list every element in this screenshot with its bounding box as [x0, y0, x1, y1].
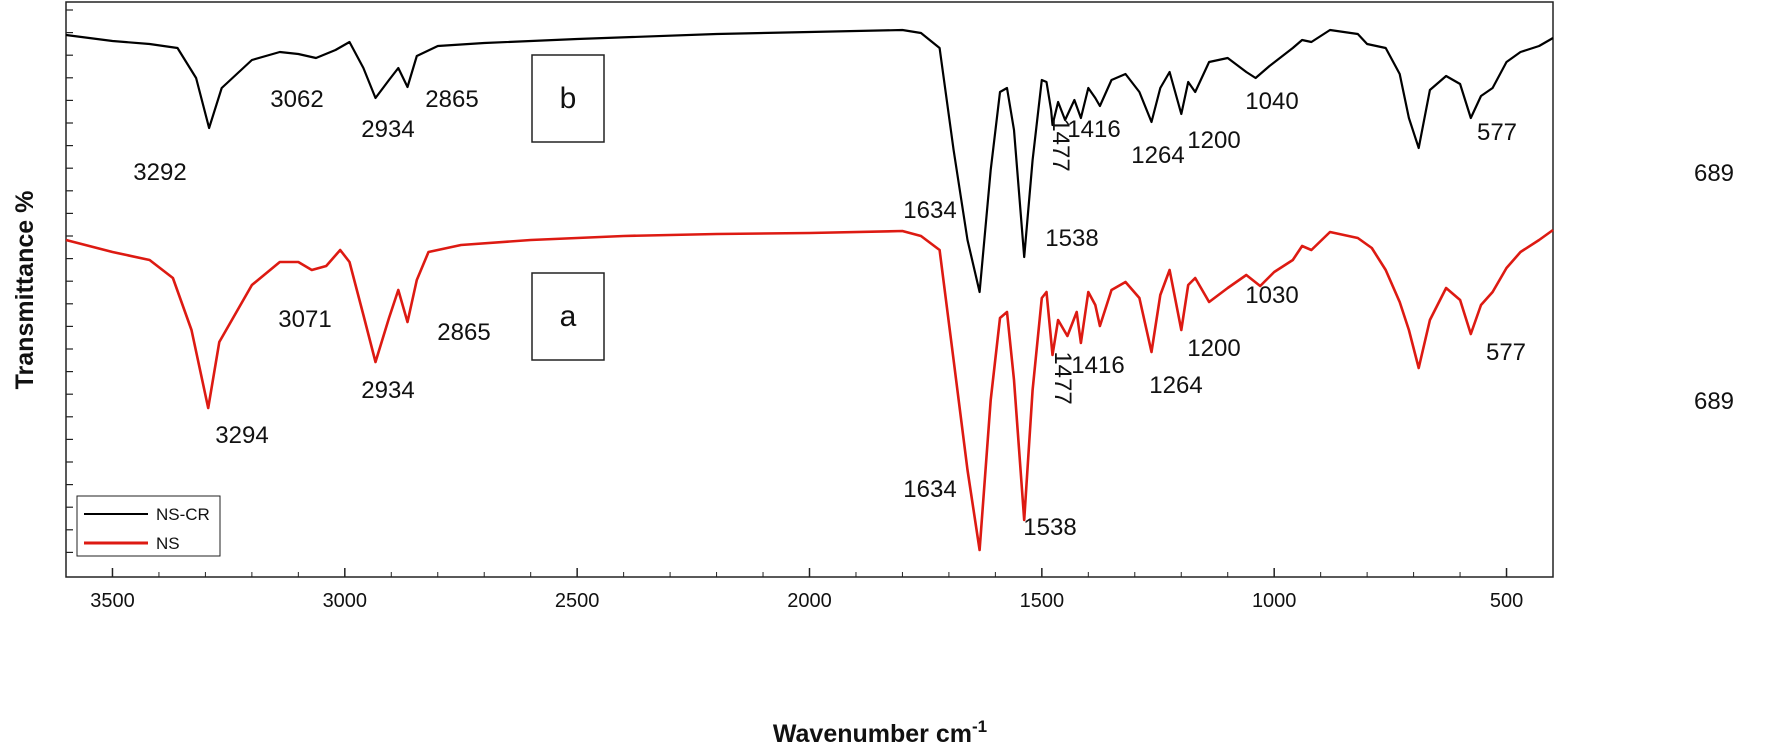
peak-label-ns-cr-1416: 1416: [1067, 116, 1120, 143]
x-axis-ticks: 3500 3000 2500 2000 1500 1000 500: [65, 568, 1554, 612]
y-axis-title: Transmittance %: [11, 191, 39, 390]
peak-label-ns-cr-2865: 2865: [425, 86, 478, 113]
peak-label-ns-cr-3292: 3292: [133, 159, 186, 186]
peak-annotations: 3292306229342865163415381477141612641200…: [133, 86, 1734, 541]
sample-box-a-label: a: [560, 300, 577, 333]
peak-label-ns-577: 577: [1486, 339, 1526, 366]
peak-label-ns-1030: 1030: [1245, 282, 1298, 309]
peak-label-ns-cr-1634: 1634: [903, 197, 956, 224]
sample-box-b-label: b: [560, 82, 577, 115]
x-tick-label-3500: 3500: [90, 590, 135, 612]
peak-label-ns-3294: 3294: [215, 422, 268, 449]
peak-label-ns-cr-1538: 1538: [1045, 225, 1098, 252]
peak-label-ns-cr-689: 689: [1694, 160, 1734, 187]
peak-label-ns-2934: 2934: [361, 377, 414, 404]
peak-label-ns-3071: 3071: [278, 306, 331, 333]
peak-label-ns-cr-1477: 1477: [1047, 118, 1074, 171]
peak-label-ns-cr-2934: 2934: [361, 116, 414, 143]
series-line-ns: [65, 228, 1554, 552]
peak-label-ns-cr-577: 577: [1477, 119, 1517, 146]
legend-box: [76, 495, 221, 557]
x-tick-label-2500: 2500: [555, 590, 600, 612]
peak-label-ns-689: 689: [1694, 388, 1734, 415]
peak-label-ns-1634: 1634: [903, 476, 956, 503]
x-tick-label-500: 500: [1490, 590, 1523, 612]
sample-box-a: [531, 272, 605, 361]
series-lines: [65, 28, 1554, 552]
peak-label-ns-1477: 1477: [1049, 351, 1076, 404]
peak-label-ns-cr-1264: 1264: [1131, 142, 1184, 169]
peak-label-ns-cr-1200: 1200: [1187, 127, 1240, 154]
peak-label-ns-1264: 1264: [1149, 372, 1202, 399]
peak-label-ns-1538: 1538: [1023, 514, 1076, 541]
legend: NS-CR NS: [76, 495, 221, 557]
sample-box-b: [531, 54, 605, 143]
peak-label-ns-cr-3062: 3062: [270, 86, 323, 113]
x-tick-label-1000: 1000: [1252, 590, 1297, 612]
x-tick-label-1500: 1500: [1020, 590, 1065, 612]
peak-label-ns-1416: 1416: [1071, 352, 1124, 379]
legend-label-ns-cr: NS-CR: [156, 505, 210, 524]
series-line-ns-cr: [65, 28, 1554, 294]
x-tick-label-3000: 3000: [323, 590, 368, 612]
y-axis-ticks: [66, 9, 73, 554]
peak-label-ns-cr-1040: 1040: [1245, 88, 1298, 115]
x-axis-title: Wavenumber cm-1: [773, 717, 987, 748]
peak-label-ns-2865: 2865: [437, 319, 490, 346]
peak-label-ns-1200: 1200: [1187, 335, 1240, 362]
x-axis-title-superscript: -1: [972, 717, 987, 736]
legend-label-ns: NS: [156, 534, 180, 553]
x-tick-label-2000: 2000: [787, 590, 832, 612]
x-axis-title-text: Wavenumber cm: [773, 720, 972, 748]
